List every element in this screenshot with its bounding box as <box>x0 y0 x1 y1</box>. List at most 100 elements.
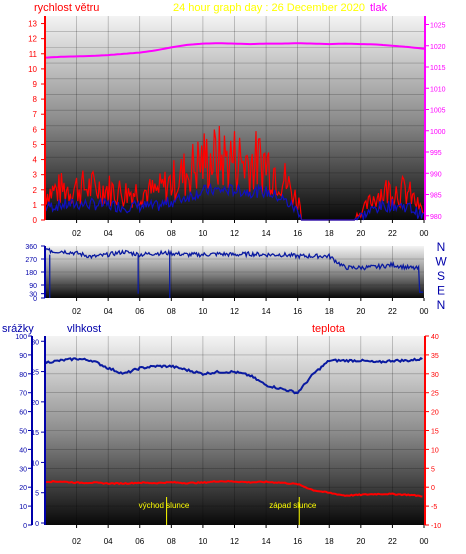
pressure-y-tick-label: 985 <box>430 193 442 200</box>
humidity-y-tick-label: 10 <box>31 460 39 467</box>
precip-y-tick-label: 90 <box>19 353 27 360</box>
humidity-y-tick-label: 20 <box>31 400 39 407</box>
direction-y-tick-label: 30 <box>29 292 37 299</box>
x-tick-label: 22 <box>388 229 397 238</box>
x-tick-label: 16 <box>293 307 302 316</box>
direction-y-tick-label: 90 <box>29 283 37 290</box>
pressure-y-tick-label: 1005 <box>430 108 446 115</box>
x-tick-label: 02 <box>72 537 81 546</box>
compass-label-n: N <box>437 240 446 254</box>
x-tick-label: 02 <box>72 229 81 238</box>
humidity-y-tick-label: 25 <box>31 370 39 377</box>
x-tick-label: 14 <box>262 537 271 546</box>
temperature-y-tick-label: 40 <box>431 334 439 341</box>
x-tick-label: 04 <box>104 537 113 546</box>
compass-label-n: N <box>437 298 446 312</box>
x-tick-label: 00 <box>420 229 429 238</box>
wind-average-line <box>44 182 425 221</box>
x-tick-label: 10 <box>198 307 207 316</box>
precip-y-tick-label: 10 <box>19 504 27 511</box>
x-tick-label: 22 <box>388 307 397 316</box>
wind-speed-label: rychlost větru <box>34 2 99 14</box>
wind-y-tick-label: 9 <box>33 80 38 89</box>
compass-label-s: S <box>437 269 445 283</box>
x-tick-label: 06 <box>135 537 144 546</box>
wind-y-tick-label: 12 <box>28 35 37 44</box>
direction-y-tick-label: 0 <box>33 296 37 303</box>
x-tick-label: 12 <box>230 537 239 546</box>
pressure-y-tick-label: 1010 <box>430 86 446 93</box>
precip-y-tick-label: 30 <box>19 466 27 473</box>
x-tick-label: 00 <box>420 307 429 316</box>
humidity-y-tick-label: 5 <box>35 491 39 498</box>
precip-label: srážky <box>2 323 34 335</box>
wind-y-tick-label: 10 <box>28 65 37 74</box>
x-tick-label: 16 <box>293 229 302 238</box>
x-tick-label: 10 <box>198 537 207 546</box>
precip-y-tick-label: 40 <box>19 447 27 454</box>
x-tick-label: 04 <box>104 229 113 238</box>
temperature-y-tick-label: 20 <box>431 410 439 417</box>
temperature-y-tick-label: 25 <box>431 391 439 398</box>
temperature-y-tick-label: 10 <box>431 447 439 454</box>
pressure-y-tick-label: 1020 <box>430 44 446 51</box>
x-tick-label: 04 <box>104 307 113 316</box>
pressure-y-tick-label: 990 <box>430 171 442 178</box>
precip-y-tick-label: 50 <box>19 429 27 436</box>
wind-y-tick-label: 13 <box>28 20 37 29</box>
x-tick-label: 20 <box>356 307 365 316</box>
wind-y-tick-label: 7 <box>33 110 38 119</box>
x-tick-label: 08 <box>167 307 176 316</box>
temperature-y-tick-label: -10 <box>431 523 441 530</box>
pressure-y-tick-label: 1000 <box>430 129 446 136</box>
temperature-y-tick-label: 0 <box>431 485 435 492</box>
x-tick-label: 08 <box>167 229 176 238</box>
temperature-label: teplota <box>312 323 346 335</box>
humidity-y-tick-label: 30 <box>31 339 39 346</box>
graph-title: 24 hour graph day : 26 December 2020 <box>173 2 365 14</box>
x-tick-label: 12 <box>230 307 239 316</box>
wind-y-tick-label: 3 <box>33 171 38 180</box>
temperature-line <box>44 479 423 498</box>
x-tick-label: 12 <box>230 229 239 238</box>
precip-y-tick-label: 0 <box>23 523 27 530</box>
x-tick-label: 18 <box>325 229 334 238</box>
wind-y-tick-label: 6 <box>33 125 38 134</box>
humidity-label: vlhkost <box>67 323 101 335</box>
x-tick-label: 00 <box>420 537 429 546</box>
humidity-y-tick-label: 0 <box>35 521 39 528</box>
pressure-y-tick-label: 980 <box>430 214 442 221</box>
x-tick-label: 18 <box>325 307 334 316</box>
wind-y-tick-label: 4 <box>33 156 38 165</box>
wind-y-tick-label: 11 <box>29 50 38 59</box>
wind-y-tick-label: 5 <box>33 140 38 149</box>
pressure-y-tick-label: 1025 <box>430 23 446 30</box>
precip-y-tick-label: 70 <box>19 391 27 398</box>
x-tick-label: 20 <box>356 537 365 546</box>
wind-y-tick-label: 2 <box>33 186 38 195</box>
x-tick-label: 14 <box>262 307 271 316</box>
x-tick-label: 06 <box>135 229 144 238</box>
x-tick-label: 10 <box>198 229 207 238</box>
wind-y-tick-label: 1 <box>33 201 38 210</box>
pressure-label: tlak <box>370 2 388 14</box>
pressure-y-tick-label: 995 <box>430 150 442 157</box>
temperature-y-tick-label: 30 <box>431 372 439 379</box>
x-tick-label: 08 <box>167 537 176 546</box>
pressure-y-tick-label: 1015 <box>430 65 446 72</box>
humidity-y-tick-label: 15 <box>31 430 39 437</box>
x-tick-label: 22 <box>388 537 397 546</box>
x-tick-label: 02 <box>72 307 81 316</box>
sunset-label: západ slunce <box>269 501 317 510</box>
compass-label-w: W <box>435 255 447 269</box>
humidity-panel-bg <box>45 336 424 525</box>
pressure-line <box>44 42 425 59</box>
direction-y-tick-label: 360 <box>25 244 37 251</box>
wind-direction-line <box>44 247 424 293</box>
direction-y-tick-label: 180 <box>25 270 37 277</box>
wind-y-tick-label: 8 <box>33 95 38 104</box>
temperature-y-tick-label: 35 <box>431 353 439 360</box>
precip-y-tick-label: 100 <box>15 334 27 341</box>
